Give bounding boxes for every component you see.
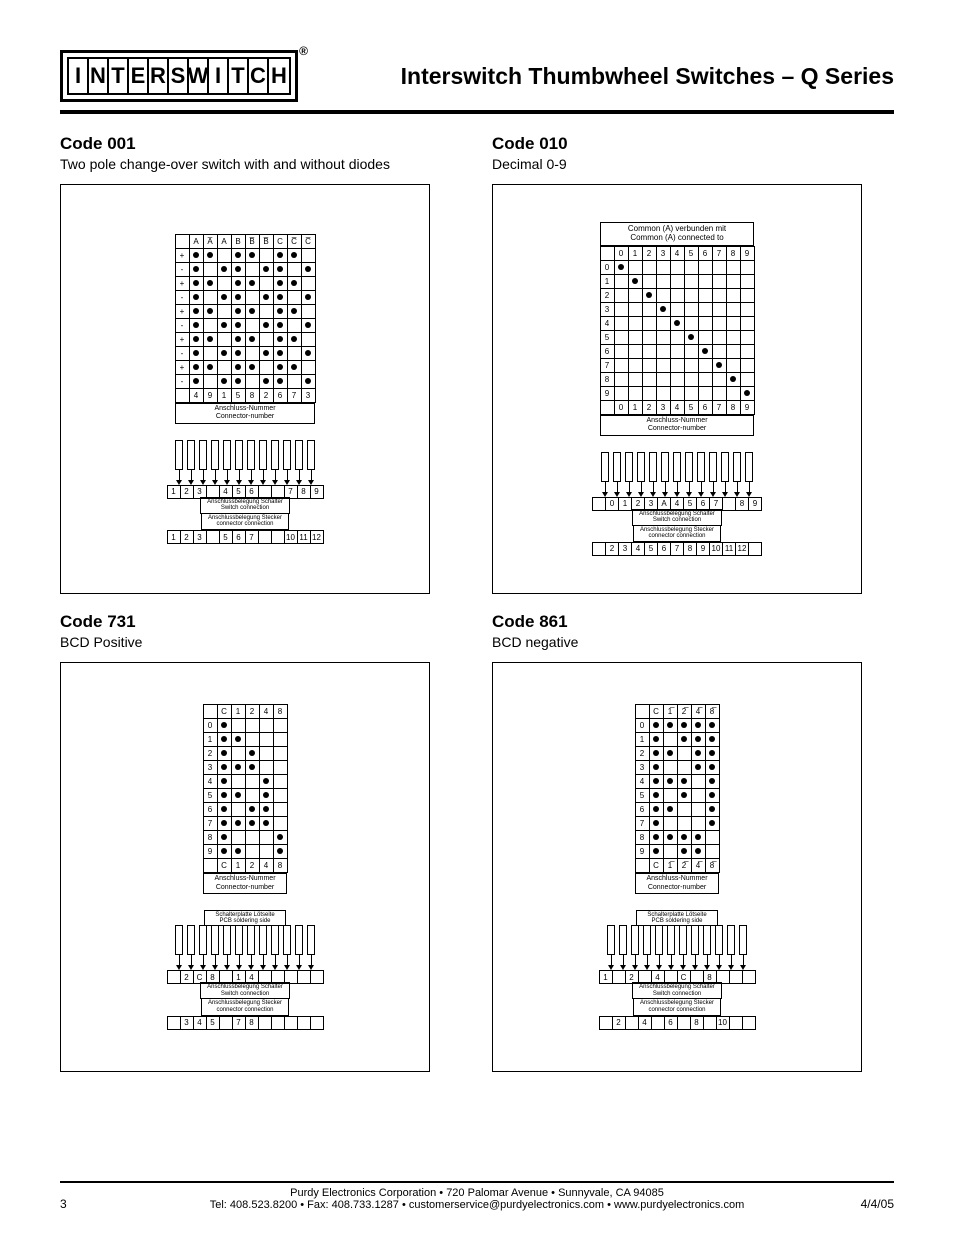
section-title: Code 731 (60, 612, 462, 632)
logo-letter: N (89, 59, 109, 93)
footer-line-1: Purdy Electronics Corporation • 720 Palo… (60, 1187, 894, 1199)
logo-letter: E (129, 59, 149, 93)
connector-diagram: Schalterplatte LötseitePCB soldering sid… (599, 910, 756, 1029)
pcb-label: Schalterplatte LötseitePCB soldering sid… (636, 910, 717, 926)
connector-diagram: 0123A456789 Anschlussbelegung SchalterSw… (592, 452, 762, 556)
table-caption: Anschluss-Nummer Connector-number (635, 873, 719, 894)
footer-line-2: Tel: 408.523.8200 • Fax: 408.733.1287 • … (60, 1199, 894, 1211)
truth-table: AA̅ABB̅B̅CC̅C̅+-+-+-+-+-491582673 (175, 234, 316, 403)
table-caption: Anschluss-Nummer Connector-number (600, 415, 754, 436)
diagram-box: C1̅2̅4̅8̅0123456789C1̅2̅4̅8̅ Anschluss-N… (492, 662, 862, 1072)
section-code-010: Code 010 Decimal 0-9 Common (A) verbunde… (492, 134, 894, 594)
diagram-box: C12480123456789C1248 Anschluss-Nummer Co… (60, 662, 430, 1072)
connector-diagram: 123456789 Anschlussbelegung SchalterSwit… (167, 440, 324, 544)
diagram-box: AA̅ABB̅B̅CC̅C̅+-+-+-+-+-491582673 Anschl… (60, 184, 430, 594)
diagram-box: Common (A) verbunden mit Common (A) conn… (492, 184, 862, 594)
section-subtitle: BCD Positive (60, 634, 462, 650)
page-date: 4/4/05 (861, 1197, 894, 1211)
section-code-861: Code 861 BCD negative C1̅2̅4̅8̅012345678… (492, 612, 894, 1072)
truth-table: C12480123456789C1248 (203, 704, 288, 873)
logo-letter: T (229, 59, 249, 93)
page-title: Interswitch Thumbwheel Switches – Q Seri… (401, 63, 894, 90)
section-title: Code 001 (60, 134, 462, 154)
section-subtitle: Two pole change-over switch with and wit… (60, 156, 462, 172)
page-number: 3 (60, 1197, 67, 1211)
page-header: INTERSWITCH ® Interswitch Thumbwheel Swi… (60, 50, 894, 114)
section-code-731: Code 731 BCD Positive C12480123456789C12… (60, 612, 462, 1072)
section-title: Code 861 (492, 612, 894, 632)
content-grid: Code 001 Two pole change-over switch wit… (60, 134, 894, 1072)
section-code-001: Code 001 Two pole change-over switch wit… (60, 134, 462, 594)
logo-letter: C (249, 59, 269, 93)
logo-letter: I (69, 59, 89, 93)
table-caption: Anschluss-Nummer Connector-number (175, 403, 315, 424)
table-caption: Anschluss-Nummer Connector-number (203, 873, 287, 894)
section-subtitle: BCD negative (492, 634, 894, 650)
page-footer: Purdy Electronics Corporation • 720 Palo… (60, 1181, 894, 1211)
logo: INTERSWITCH ® (60, 50, 298, 102)
logo-letter: W (189, 59, 209, 93)
logo-letter: I (209, 59, 229, 93)
truth-table: 012345678901234567890123456789 (600, 246, 755, 415)
connector-diagram: Schalterplatte LötseitePCB soldering sid… (167, 910, 324, 1029)
common-header: Common (A) verbunden mit Common (A) conn… (600, 222, 754, 246)
logo-letter: H (269, 59, 289, 93)
logo-letter: S (169, 59, 189, 93)
logo-letter: R (149, 59, 169, 93)
section-title: Code 010 (492, 134, 894, 154)
section-subtitle: Decimal 0-9 (492, 156, 894, 172)
truth-table: C1̅2̅4̅8̅0123456789C1̅2̅4̅8̅ (635, 704, 720, 873)
logo-letter: T (109, 59, 129, 93)
registered-mark: ® (299, 44, 308, 58)
pcb-label: Schalterplatte LötseitePCB soldering sid… (204, 910, 285, 926)
